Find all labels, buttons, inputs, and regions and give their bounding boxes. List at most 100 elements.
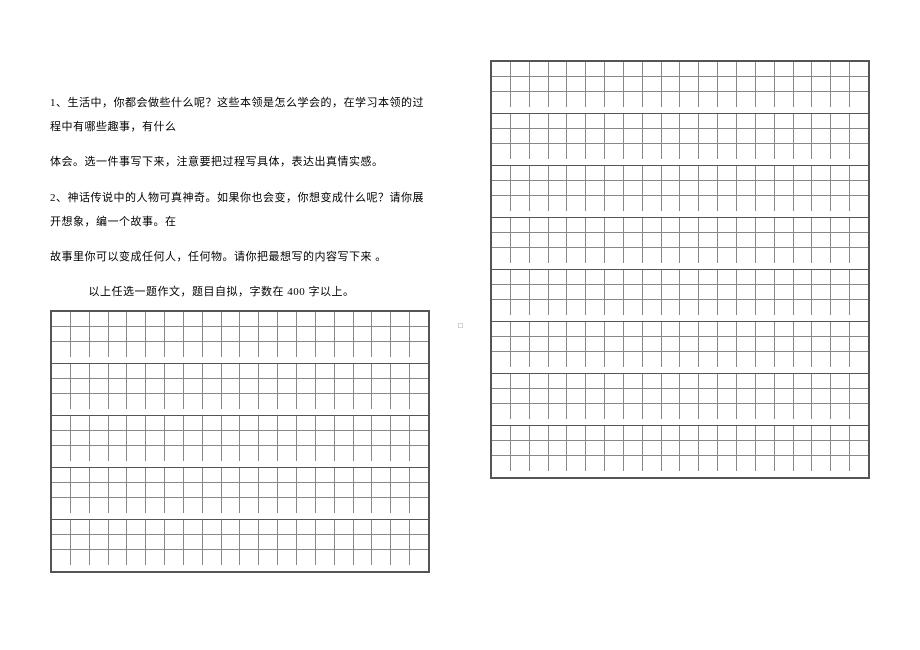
grid-cell (165, 431, 184, 446)
grid-cell (699, 77, 718, 92)
grid-cell (812, 426, 831, 441)
grid-cell (71, 535, 90, 550)
grid-cell (549, 77, 568, 92)
grid-cell (165, 483, 184, 498)
grid-cell (850, 456, 868, 471)
grid-cell (278, 468, 297, 483)
grid-cell (699, 300, 718, 315)
grid-cell (850, 337, 868, 352)
grid-cell (109, 312, 128, 327)
grid-cell (737, 270, 756, 285)
grid-cell (222, 342, 241, 357)
grid-cell (718, 144, 737, 159)
grid-cell (718, 352, 737, 367)
grid-cell (203, 520, 222, 535)
grid-row (492, 62, 868, 77)
grid-cell (643, 285, 662, 300)
grid-spacer (52, 565, 428, 571)
grid-cell (335, 379, 354, 394)
grid-cell (391, 364, 410, 379)
grid-cell (586, 218, 605, 233)
grid-cell (71, 483, 90, 498)
grid-cell (756, 248, 775, 263)
grid-cell (737, 456, 756, 471)
grid-row (492, 389, 868, 404)
grid-cell (184, 535, 203, 550)
grid-cell (71, 394, 90, 409)
grid-cell (278, 446, 297, 461)
grid-cell (165, 468, 184, 483)
grid-cell (718, 441, 737, 456)
grid-cell (492, 233, 511, 248)
grid-cell (643, 248, 662, 263)
grid-row (492, 144, 868, 159)
grid-cell (718, 114, 737, 129)
grid-cell (410, 550, 428, 565)
grid-cell (530, 129, 549, 144)
grid-cell (109, 431, 128, 446)
grid-cell (90, 312, 109, 327)
grid-row (52, 483, 428, 498)
grid-row (492, 300, 868, 315)
grid-cell (372, 312, 391, 327)
grid-cell (680, 270, 699, 285)
grid-cell (184, 498, 203, 513)
grid-cell (605, 181, 624, 196)
grid-segment (492, 166, 868, 218)
grid-cell (52, 468, 71, 483)
grid-cell (737, 62, 756, 77)
grid-cell (146, 394, 165, 409)
grid-cell (549, 196, 568, 211)
grid-cell (297, 498, 316, 513)
grid-cell (511, 337, 530, 352)
grid-cell (127, 498, 146, 513)
grid-cell (335, 468, 354, 483)
grid-cell (203, 483, 222, 498)
grid-cell (222, 535, 241, 550)
grid-cell (549, 337, 568, 352)
grid-spacer (492, 263, 868, 269)
grid-cell (567, 77, 586, 92)
grid-cell (52, 379, 71, 394)
grid-cell (511, 233, 530, 248)
grid-cell (831, 114, 850, 129)
grid-segment (492, 270, 868, 322)
grid-cell (643, 233, 662, 248)
grid-cell (511, 352, 530, 367)
grid-cell (549, 322, 568, 337)
grid-cell (52, 342, 71, 357)
grid-cell (775, 62, 794, 77)
grid-cell (492, 166, 511, 181)
grid-cell (680, 166, 699, 181)
grid-cell (259, 342, 278, 357)
grid-cell (756, 144, 775, 159)
grid-cell (794, 218, 813, 233)
grid-cell (567, 144, 586, 159)
grid-row (492, 77, 868, 92)
grid-cell (549, 374, 568, 389)
grid-cell (737, 322, 756, 337)
grid-cell (662, 426, 681, 441)
grid-cell (756, 322, 775, 337)
grid-cell (511, 114, 530, 129)
grid-cell (549, 62, 568, 77)
grid-cell (410, 520, 428, 535)
grid-cell (718, 456, 737, 471)
grid-cell (605, 129, 624, 144)
grid-cell (737, 426, 756, 441)
grid-cell (297, 483, 316, 498)
grid-cell (718, 248, 737, 263)
grid-cell (718, 404, 737, 419)
grid-cell (109, 327, 128, 342)
grid-cell (184, 312, 203, 327)
grid-cell (71, 520, 90, 535)
grid-cell (680, 374, 699, 389)
grid-row (492, 166, 868, 181)
grid-cell (146, 550, 165, 565)
grid-cell (354, 535, 373, 550)
grid-cell (391, 483, 410, 498)
grid-cell (662, 404, 681, 419)
grid-cell (680, 92, 699, 107)
grid-row (492, 218, 868, 233)
grid-cell (109, 468, 128, 483)
